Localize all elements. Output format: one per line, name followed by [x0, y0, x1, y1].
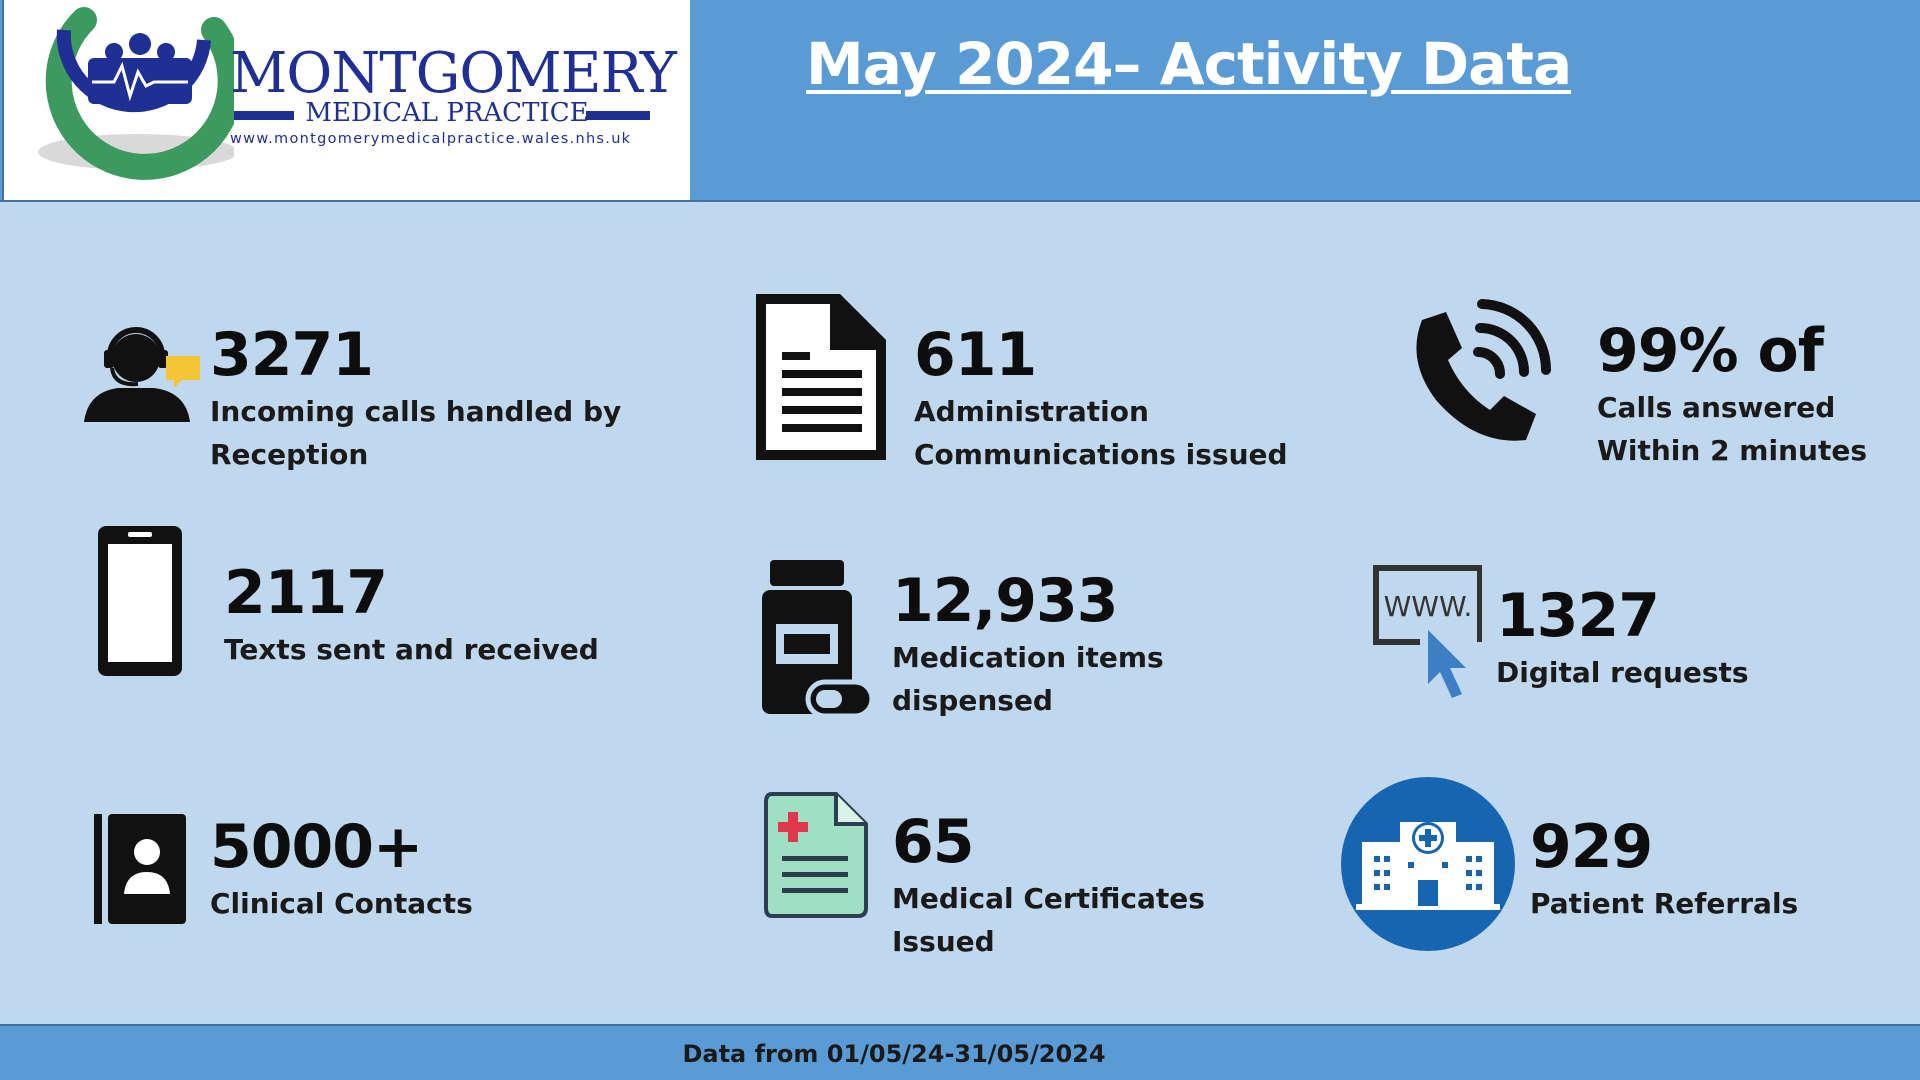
stat-label-line2: Issued — [892, 925, 995, 958]
stat-label-line1: Digital requests — [1496, 656, 1749, 689]
stat-digital-requests: 1327 Digital requests — [1496, 581, 1749, 694]
stat-label-line1: Medical Certificates — [892, 882, 1205, 915]
stat-label-line2: Reception — [210, 438, 369, 471]
www-cursor-icon: WWW. — [1373, 565, 1482, 698]
logo-practice-name: MONTGOMERY — [230, 41, 677, 106]
stat-value: 12,933 — [892, 566, 1119, 636]
stat-value: 99% of — [1597, 316, 1824, 386]
medicine-bottle-icon — [762, 560, 874, 718]
stat-label-line1: Patient Referrals — [1530, 887, 1799, 920]
stat-value: 65 — [892, 807, 974, 877]
logo-divider-right — [586, 111, 650, 120]
stat-value: 3271 — [210, 320, 374, 390]
stat-value: 929 — [1530, 812, 1653, 882]
practice-logo: MONTGOMERY MEDICAL PRACTICE www.montgome… — [2, 0, 690, 200]
stat-texts: 2117 Texts sent and received — [224, 558, 599, 671]
stat-medical-certificates: 65 Medical Certificates Issued — [892, 807, 1205, 963]
stat-label-line1: Administration — [914, 395, 1149, 428]
logo-divider-left — [234, 111, 294, 120]
stat-value: 2117 — [224, 558, 388, 628]
phone-ringing-icon — [1416, 299, 1551, 441]
stat-label-line1: Clinical Contacts — [210, 887, 473, 920]
stat-value: 1327 — [1496, 581, 1660, 651]
stat-clinical-contacts: 5000+ Clinical Contacts — [210, 812, 473, 925]
stat-administration-communications: 611 Administration Communications issued — [914, 320, 1288, 476]
logo-website-url: www.montgomerymedicalpractice.wales.nhs.… — [230, 131, 632, 147]
stat-value: 611 — [914, 320, 1037, 390]
footer-band: Data from 01/05/24-31/05/2024 — [0, 1024, 1920, 1080]
stat-label-line1: Incoming calls handled by — [210, 395, 622, 428]
stat-label-line2: dispensed — [892, 684, 1053, 717]
stat-calls-answered: 99% of Calls answered Within 2 minutes — [1597, 316, 1867, 472]
stat-patient-referrals: 929 Patient Referrals — [1530, 812, 1798, 925]
stat-label-line2: Communications issued — [914, 438, 1288, 471]
stat-incoming-calls: 3271 Incoming calls handled by Reception — [210, 320, 621, 476]
www-icon-text: WWW. — [1384, 590, 1473, 623]
receptionist-headset-icon — [84, 327, 200, 422]
page-title: May 2024– Activity Data — [806, 30, 1572, 98]
mobile-phone-icon — [98, 526, 182, 676]
logo-practice-subtitle: MEDICAL PRACTICE — [305, 98, 589, 128]
stat-label-line2: Within 2 minutes — [1597, 434, 1867, 467]
stat-label-line1: Calls answered — [1597, 391, 1836, 424]
document-icon — [756, 294, 886, 460]
stat-label-line1: Texts sent and received — [224, 633, 599, 666]
contact-book-icon — [94, 814, 186, 924]
stat-label-line1: Medication items — [892, 641, 1164, 674]
practice-logo-emblem-icon — [38, 7, 234, 180]
header-band: MONTGOMERY MEDICAL PRACTICE www.montgome… — [0, 0, 1920, 202]
stat-value: 5000+ — [210, 812, 423, 882]
stat-medication-items: 12,933 Medication items dispensed — [892, 566, 1164, 722]
medical-certificate-icon — [764, 792, 868, 918]
footer-date-range: Data from 01/05/24-31/05/2024 — [682, 1040, 1106, 1068]
hospital-icon — [1341, 777, 1515, 951]
